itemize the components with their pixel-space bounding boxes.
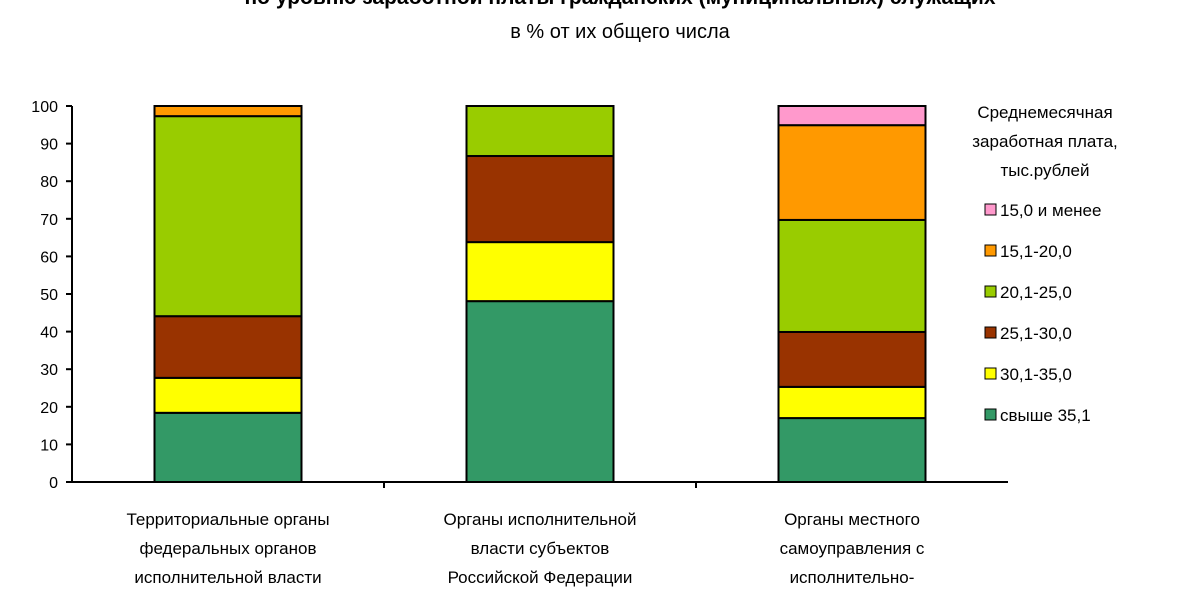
x-category-label: федеральных органов xyxy=(139,539,316,558)
y-tick-label: 90 xyxy=(40,137,58,154)
x-category-label: Российской Федерации xyxy=(448,568,633,587)
x-category-label: Территориальные органы xyxy=(126,510,329,529)
x-category-label: Органы местного xyxy=(784,510,920,529)
legend-label: 25,1-30,0 xyxy=(1000,324,1072,343)
y-tick-label: 0 xyxy=(49,475,58,492)
legend-label: 15,0 и менее xyxy=(1000,201,1101,220)
y-tick-label: 30 xyxy=(40,362,58,379)
legend-label: 15,1-20,0 xyxy=(1000,242,1072,261)
bar-segment xyxy=(465,155,615,244)
y-tick-label: 20 xyxy=(40,400,58,417)
bar-segment xyxy=(777,124,927,221)
chart-title: по уровню заработной платы гражданских (… xyxy=(244,0,995,9)
legend-label: 20,1-25,0 xyxy=(1000,283,1072,302)
bar-segment xyxy=(153,376,303,414)
legend-title: заработная плата, xyxy=(972,132,1118,151)
bar-segment xyxy=(153,115,303,318)
bar-segment xyxy=(777,385,927,420)
x-category-label: власти субъектов xyxy=(471,539,610,558)
bar-segment xyxy=(153,411,303,484)
x-category-label: самоуправления с xyxy=(780,539,925,558)
x-category-label: исполнительно- xyxy=(790,568,915,587)
legend-title: Среднемесячная xyxy=(977,103,1112,122)
legend-label: 30,1-35,0 xyxy=(1000,365,1072,384)
y-tick-label: 100 xyxy=(31,99,58,116)
legend-title: тыс.рублей xyxy=(1000,161,1089,180)
legend-swatch xyxy=(984,326,997,339)
bar-segment xyxy=(777,330,927,388)
bar-segment xyxy=(465,105,615,158)
legend-swatch xyxy=(984,203,997,216)
bar-segment xyxy=(465,300,615,484)
chart-subtitle: в % от их общего числа xyxy=(510,21,730,43)
x-category-label: исполнительной власти xyxy=(134,568,321,587)
bar-segment xyxy=(153,315,303,379)
legend-swatch xyxy=(984,408,997,421)
bar-segment xyxy=(153,105,303,118)
bar-segment xyxy=(777,105,927,127)
x-category-label: Органы исполнительной xyxy=(444,510,637,529)
bar-segment xyxy=(465,241,615,303)
bar-segment xyxy=(777,218,927,333)
y-tick-label: 70 xyxy=(40,212,58,229)
legend-swatch xyxy=(984,367,997,380)
y-tick-label: 60 xyxy=(40,249,58,266)
y-tick-label: 40 xyxy=(40,325,58,342)
y-tick-label: 80 xyxy=(40,174,58,191)
legend-swatch xyxy=(984,285,997,298)
bar-segment xyxy=(777,417,927,483)
legend-swatch xyxy=(984,244,997,257)
legend-label: свыше 35,1 xyxy=(1000,406,1091,425)
y-tick-label: 50 xyxy=(40,287,58,304)
y-tick-label: 10 xyxy=(40,437,58,454)
